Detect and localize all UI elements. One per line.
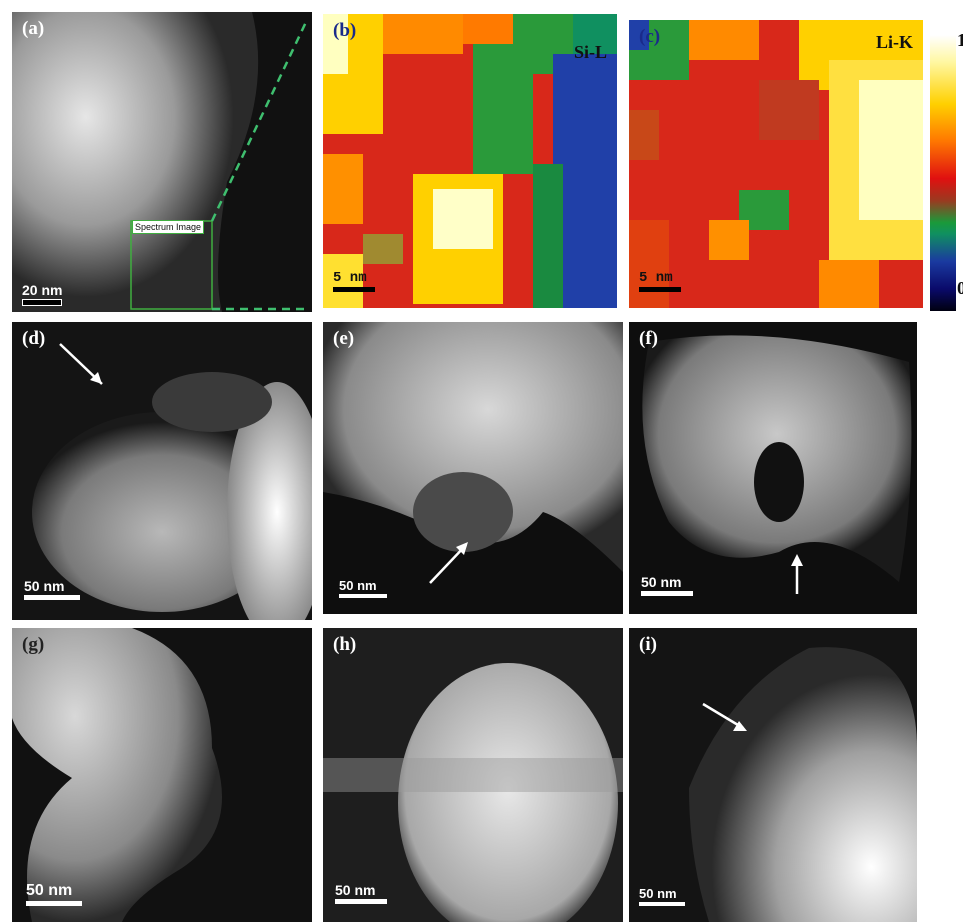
- panel-f-arrow-icon: [791, 554, 803, 594]
- panel-i-scale-bar: [639, 902, 685, 906]
- panel-a-scale-text: 20 nm: [22, 282, 63, 298]
- panel-f-scale-bar: [641, 591, 693, 596]
- panel-g-scalebar: 50 nm: [26, 882, 82, 906]
- colorbar: [930, 35, 956, 311]
- panel-b-scalebar: 5 nm: [333, 270, 375, 292]
- panel-e-scale-text: 50 nm: [339, 578, 377, 593]
- panel-h: (h) 50 nm: [323, 628, 623, 922]
- panel-i: (i) 50 nm: [629, 628, 917, 922]
- panel-b-label: (b): [333, 20, 357, 41]
- panel-c-scale-bar: [639, 287, 681, 292]
- panel-b-element: Si-L: [573, 42, 607, 62]
- panel-g-label: (g): [22, 634, 45, 655]
- panel-i-image: [629, 628, 917, 922]
- panel-d-scalebar: 50 nm: [24, 578, 80, 600]
- panel-f-scalebar: 50 nm: [641, 574, 693, 596]
- panel-c: (c) Li-K 5 nm: [629, 20, 923, 308]
- panel-b: (b) Si-L 5 nm: [323, 14, 617, 308]
- panel-f-scale-text: 50 nm: [641, 574, 682, 590]
- panel-c-scale-text: 5 nm: [639, 270, 673, 286]
- panel-i-scalebar: 50 nm: [639, 886, 685, 906]
- panel-b-map: [323, 14, 617, 308]
- panel-c-label: (c): [639, 26, 661, 47]
- panel-e-label: (e): [333, 328, 355, 349]
- colorbar-min-label: 0: [957, 278, 963, 298]
- panel-c-element: Li-K: [875, 32, 913, 52]
- panel-i-scale-text: 50 nm: [639, 886, 677, 901]
- panel-d-arrow-icon: [59, 343, 103, 385]
- panel-e-arrow-icon: [429, 542, 468, 584]
- panel-a-scale-bar: [22, 299, 62, 306]
- panel-a-scalebar: 20 nm: [22, 282, 62, 306]
- panel-h-scale-text: 50 nm: [335, 882, 376, 898]
- panel-h-image: [323, 628, 623, 922]
- panel-i-label: (i): [639, 634, 657, 655]
- panel-e-scalebar: 50 nm: [339, 578, 387, 598]
- panel-d-scale-bar: [24, 595, 80, 600]
- colorbar-max-label: 1: [957, 30, 963, 50]
- panel-g-scale-bar: [26, 901, 82, 906]
- panel-f: (f) 50 nm: [629, 322, 917, 614]
- panel-h-scalebar: 50 nm: [335, 882, 387, 904]
- panel-e-image: [323, 322, 623, 614]
- panel-f-image: [629, 322, 917, 614]
- panel-b-scale-text: 5 nm: [333, 270, 367, 286]
- panel-h-label: (h): [333, 634, 357, 655]
- panel-d: (d) 50 nm: [12, 322, 312, 620]
- spectrum-image-box-label: Spectrum Image: [132, 220, 205, 234]
- panel-b-scale-bar: [333, 287, 375, 292]
- panel-g: (g) 50 nm: [12, 628, 312, 922]
- panel-d-scale-text: 50 nm: [24, 578, 65, 594]
- panel-g-image: [12, 628, 312, 922]
- panel-e: (e) 50 nm: [323, 322, 623, 614]
- panel-i-arrow-icon: [702, 702, 747, 731]
- panel-c-scalebar: 5 nm: [639, 270, 681, 292]
- panel-h-scale-bar: [335, 899, 387, 904]
- panel-a-image: [12, 12, 312, 312]
- panel-f-label: (f): [639, 328, 658, 349]
- panel-d-image: [12, 322, 312, 620]
- panel-a-label: (a): [22, 18, 45, 39]
- panel-c-map: [629, 20, 923, 308]
- panel-a: (a) Spectrum Image 20 nm: [12, 12, 312, 312]
- panel-e-scale-bar: [339, 594, 387, 598]
- panel-d-label: (d): [22, 328, 46, 349]
- panel-g-scale-text: 50 nm: [26, 882, 73, 899]
